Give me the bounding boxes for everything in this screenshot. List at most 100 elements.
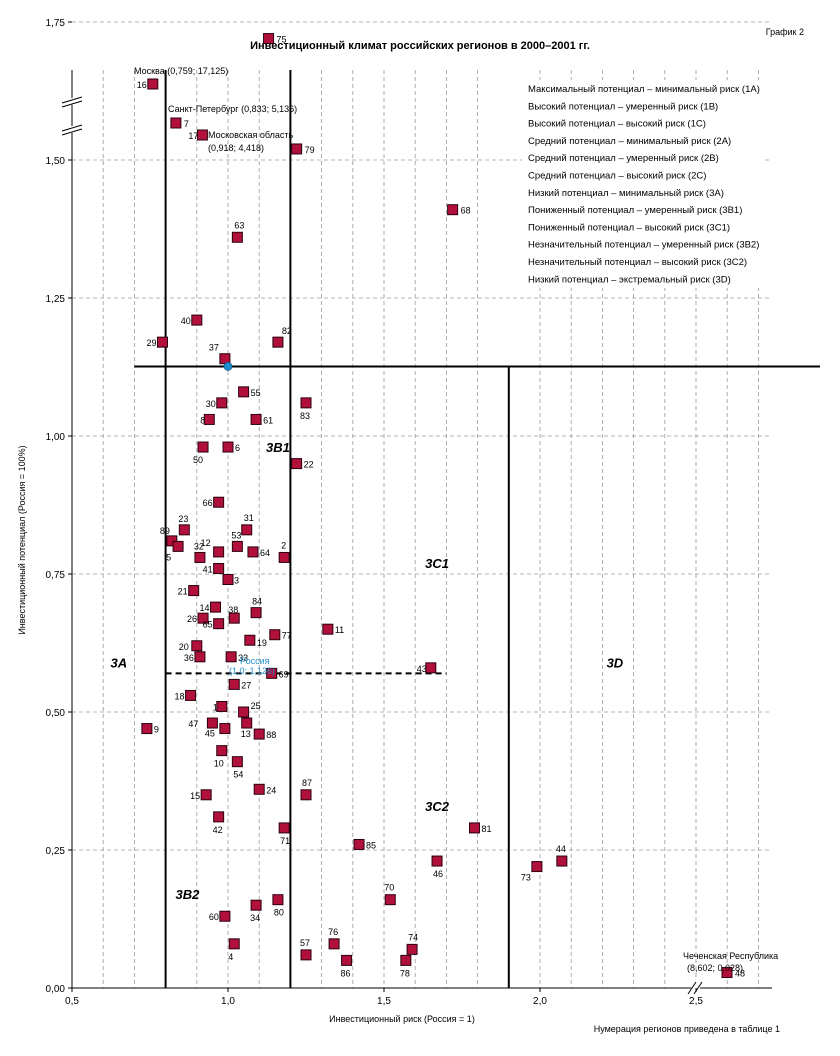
- point-label-14: 14: [200, 603, 210, 613]
- point-32: [194, 551, 206, 563]
- point-label-82: 82: [282, 326, 292, 336]
- point-53: [231, 540, 243, 552]
- point-4: [228, 938, 240, 950]
- point-66: [213, 496, 225, 508]
- point-label-74: 74: [408, 932, 418, 942]
- point-label-45: 45: [205, 729, 215, 739]
- point-30: [216, 397, 228, 409]
- legend-item: Средний потенциал – минимальный риск (2А…: [528, 136, 731, 147]
- point-57: [300, 949, 312, 961]
- legend-item: Пониженный потенциал – высокий риск (3С1…: [528, 222, 730, 233]
- point-83: [300, 397, 312, 409]
- point-label-15: 15: [190, 791, 200, 801]
- data-points: 1671767587235392849525662595175796863402…: [137, 33, 745, 979]
- point-label-4: 4: [228, 952, 233, 962]
- point-16: [147, 78, 159, 90]
- point-17: [196, 129, 208, 141]
- russia-point: [223, 362, 233, 371]
- point-label-42: 42: [213, 825, 223, 835]
- legend-item: Незначительный потенциал – высокий риск …: [528, 257, 747, 268]
- footnote: Нумерация регионов приведена в таблице 1: [594, 1024, 780, 1034]
- point-3: [222, 574, 234, 586]
- annotation-russia-values: (1,0; 1,126): [229, 666, 275, 676]
- axes: 0,5 1,0 1,5 2,0 2,5 0,00 0,25 0,50 0,75 1,00 1,25 1…: [46, 18, 772, 1007]
- zone-label: 3B2: [176, 887, 201, 902]
- point-label-34: 34: [250, 913, 260, 923]
- point-label-75: 75: [277, 35, 287, 45]
- point-label-79: 79: [305, 145, 315, 155]
- annotation-moscow-oblast: Московская область: [208, 130, 293, 140]
- point-63: [231, 231, 243, 243]
- point-label-9: 9: [154, 725, 159, 735]
- zone-labels: 1A1B1C2A2B2C3A3B13B23C13C23D: [110, 440, 624, 902]
- point-33: [225, 651, 237, 663]
- point-85: [353, 838, 365, 850]
- point-label-77: 77: [282, 631, 292, 641]
- legend-item: Низкий потенциал – экстремальный риск (3…: [528, 274, 731, 285]
- legend-item: Максимальный потенциал – минимальный рис…: [528, 84, 760, 95]
- annotation-chechnya-values: (8,602; 0,028): [687, 963, 743, 973]
- chart-title: Инвестиционный климат российских регионо…: [250, 40, 590, 52]
- point-label-53: 53: [231, 530, 241, 540]
- point-label-12: 12: [201, 538, 211, 548]
- point-69: [266, 667, 278, 679]
- point-label-48: 48: [735, 969, 745, 979]
- point-label-46: 46: [433, 869, 443, 879]
- x-tick-label: 1,0: [221, 996, 235, 1007]
- point-label-10: 10: [214, 759, 224, 769]
- point-10: [216, 745, 228, 757]
- point-7: [170, 117, 182, 129]
- point-70: [384, 894, 396, 906]
- point-68: [447, 204, 459, 216]
- point-label-6: 6: [235, 443, 240, 453]
- point-46: [431, 855, 443, 867]
- point-55: [238, 386, 250, 398]
- point-label-87: 87: [302, 778, 312, 788]
- point-6: [222, 441, 234, 453]
- point-label-44: 44: [556, 844, 566, 854]
- point-2: [278, 551, 290, 563]
- point-label-3: 3: [234, 576, 239, 586]
- point-9: [141, 723, 153, 735]
- point-13: [241, 717, 253, 729]
- point-label-29: 29: [146, 338, 156, 348]
- y-axis-label: Инвестиционный потенциал (Россия = 100%): [17, 445, 27, 634]
- point-74: [406, 943, 418, 955]
- point-label-85: 85: [366, 840, 376, 850]
- point-label-78: 78: [400, 968, 410, 978]
- y-tick-label: 1,50: [46, 156, 66, 167]
- point-label-32: 32: [194, 541, 204, 551]
- legend-item: Средний потенциал – умеренный риск (2В): [528, 153, 719, 164]
- point-65: [213, 618, 225, 630]
- point-34: [250, 899, 262, 911]
- y-tick-label: 0,75: [46, 570, 66, 581]
- y-axis-break-mark: [61, 124, 83, 132]
- point-54: [231, 756, 243, 768]
- point-19: [244, 634, 256, 646]
- point-label-33: 33: [238, 653, 248, 663]
- point-87: [300, 789, 312, 801]
- point-label-80: 80: [274, 908, 284, 918]
- point-label-88: 88: [266, 730, 276, 740]
- point-79: [291, 143, 303, 155]
- point-44: [556, 855, 568, 867]
- legend-item: Высокий потенциал – высокий риск (1С): [528, 119, 706, 130]
- zone-label: 3D: [607, 655, 624, 670]
- point-label-54: 54: [233, 770, 243, 780]
- point-82: [272, 336, 284, 348]
- point-80: [272, 894, 284, 906]
- legend-background: [522, 80, 762, 288]
- annotation-moscow: Москва (0,759; 17,125): [134, 66, 228, 76]
- point-label-20: 20: [179, 642, 189, 652]
- x-tick-label: 0,5: [65, 996, 79, 1007]
- point-40: [191, 314, 203, 326]
- point-89: [166, 535, 178, 547]
- legend-item: Средний потенциал – высокий риск (2С): [528, 171, 706, 182]
- point-label-55: 55: [251, 388, 261, 398]
- point-45: [219, 723, 231, 735]
- point-73: [531, 861, 543, 873]
- point-label-2: 2: [281, 540, 286, 550]
- point-label-24: 24: [266, 785, 276, 795]
- point-label-60: 60: [209, 912, 219, 922]
- legend-item: Высокий потенциал – умеренный риск (1В): [528, 101, 718, 112]
